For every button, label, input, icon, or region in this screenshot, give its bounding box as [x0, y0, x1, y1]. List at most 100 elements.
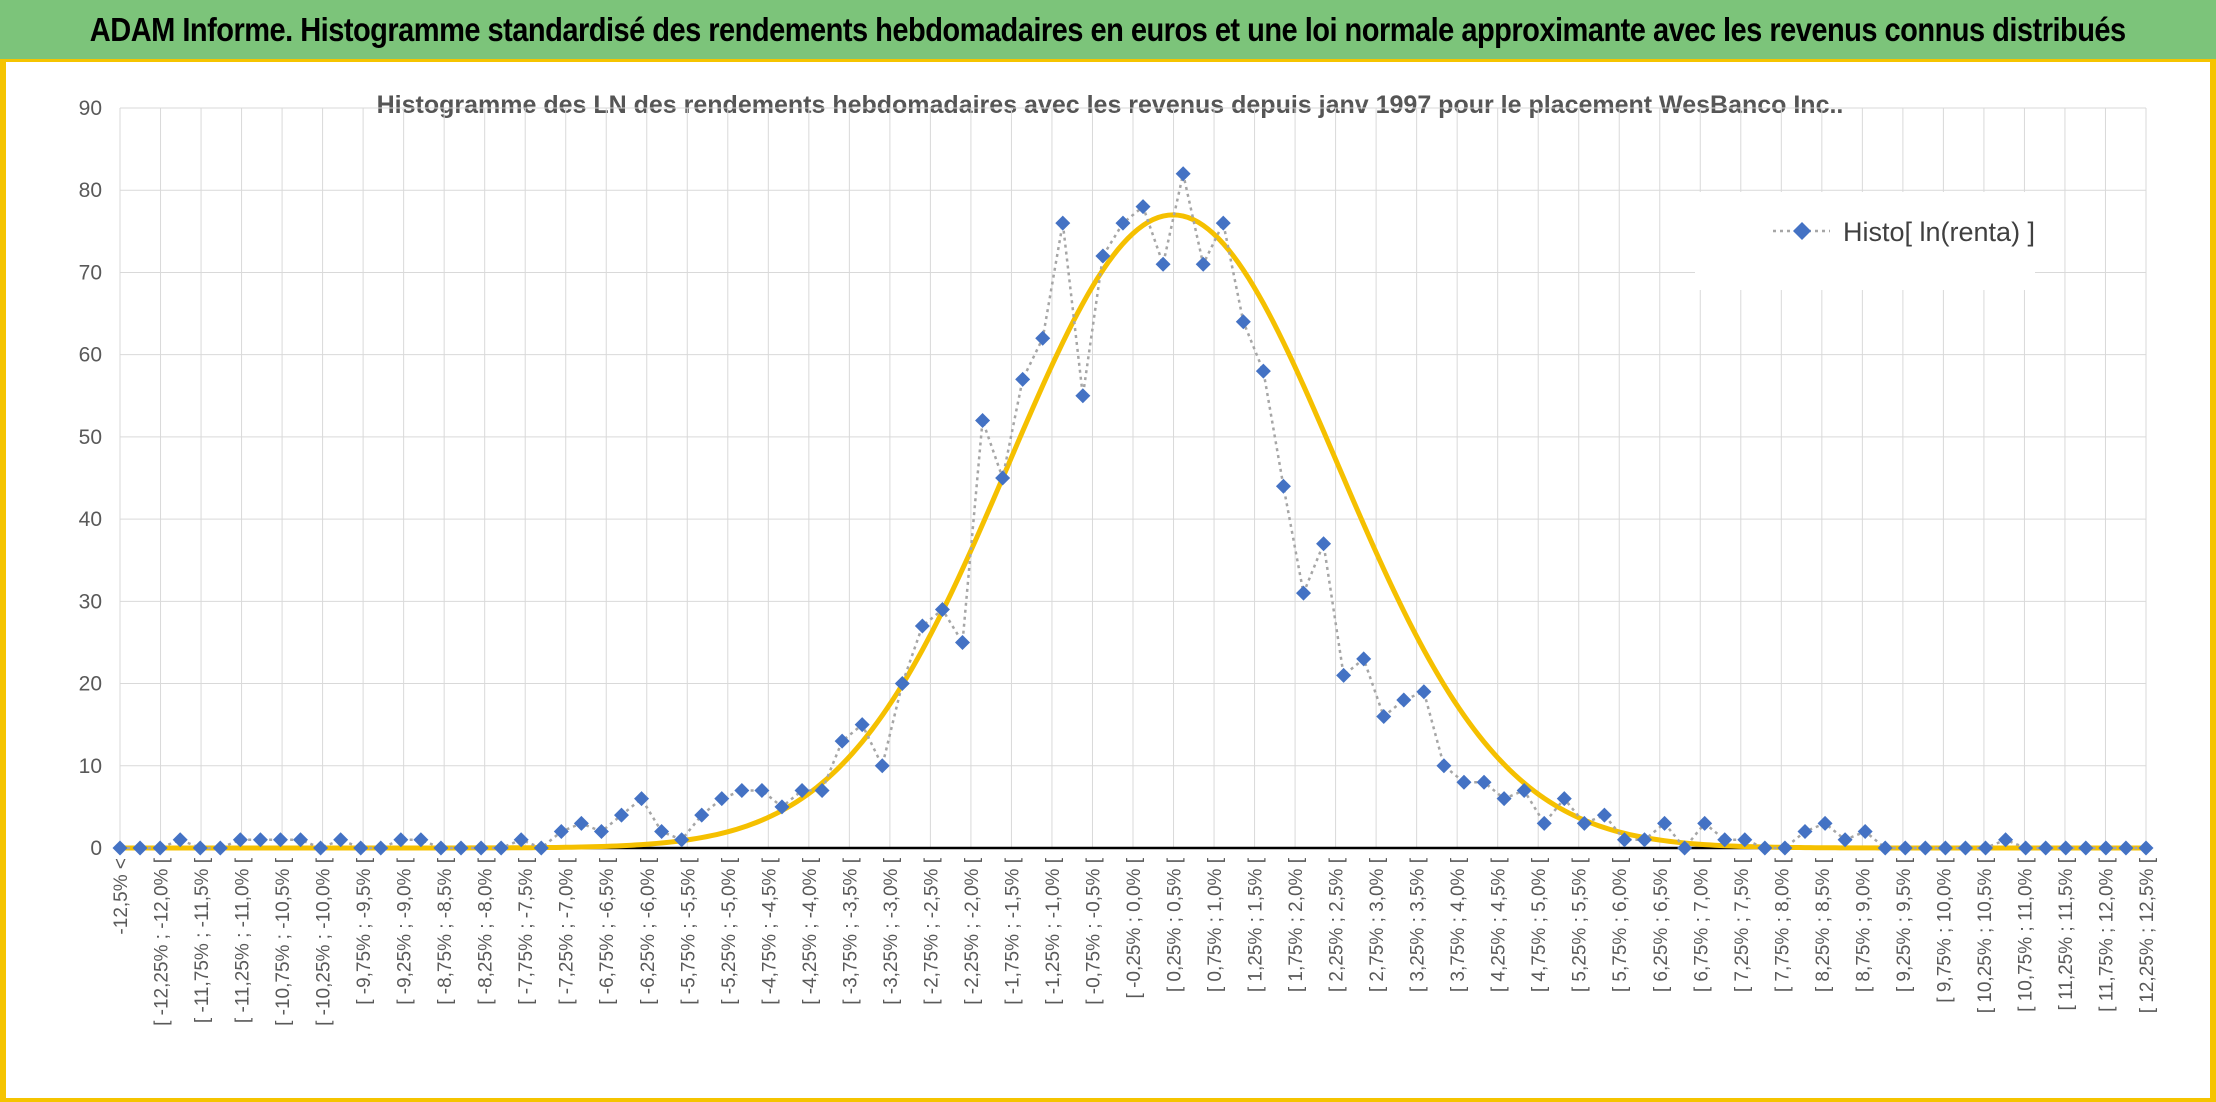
data-point-marker [172, 832, 188, 848]
data-point-marker [1596, 807, 1612, 823]
data-point-marker [1095, 248, 1111, 264]
data-point-marker [1115, 215, 1131, 231]
histogram-chart: Histogramme des LN des rendements hebdom… [79, 91, 2158, 1026]
legend-box [1695, 192, 2035, 290]
header-banner: ADAM Informe. Histogramme standardisé de… [0, 0, 2216, 62]
data-point-marker [1255, 363, 1271, 379]
data-point-marker [1336, 667, 1352, 683]
data-point-marker [513, 832, 529, 848]
data-point-marker [1215, 215, 1231, 231]
y-tick-label: 20 [79, 673, 102, 696]
data-point-marker [694, 807, 710, 823]
data-point-marker [1356, 651, 1372, 667]
data-point-marker [1075, 388, 1091, 404]
x-tick-label: [ -10,75% ; -10,5% [ [273, 857, 294, 1026]
x-tick-label: [ 0,25% ; 0,5% [ [1165, 857, 1186, 992]
y-tick-label: 0 [90, 837, 102, 860]
data-point-marker [1897, 840, 1913, 856]
x-tick-label: [ -6,25% ; -6,0% [ [638, 857, 659, 1005]
data-point-marker [634, 791, 650, 807]
x-tick-label: [ 10,75% ; 11,0% [ [2015, 857, 2036, 1012]
data-point-marker [1135, 199, 1151, 215]
y-tick-label: 90 [79, 97, 102, 120]
data-point-marker [1717, 832, 1733, 848]
data-point-marker [1235, 314, 1251, 330]
x-tick-label: [ 8,75% ; 9,0% [ [1853, 857, 1874, 992]
data-point-marker [954, 634, 970, 650]
histogram-markers [112, 166, 2154, 856]
data-point-marker [1797, 824, 1813, 840]
data-point-marker [1616, 832, 1632, 848]
x-tick-label: [ -11,75% ; -11,5% [ [192, 857, 213, 1023]
data-point-marker [874, 758, 890, 774]
data-point-marker [232, 832, 248, 848]
data-point-marker [2098, 840, 2114, 856]
data-point-marker [1055, 215, 1071, 231]
x-tick-label: -12,5% < [111, 858, 132, 935]
data-point-marker [573, 815, 589, 831]
data-point-marker [1637, 832, 1653, 848]
x-tick-label: [ -11,25% ; -11,0% [ [233, 857, 254, 1023]
x-tick-label: [ 3,75% ; 4,0% [ [1448, 857, 1469, 992]
x-tick-label: [ -4,75% ; -4,5% [ [759, 857, 780, 1005]
data-point-marker [1777, 840, 1793, 856]
data-point-marker [934, 602, 950, 618]
data-point-marker [1817, 815, 1833, 831]
x-tick-label: [ -2,75% ; -2,5% [ [921, 857, 942, 1005]
page-title: ADAM Informe. Histogramme standardisé de… [90, 10, 2126, 48]
x-tick-label: [ 3,25% ; 3,5% [ [1408, 857, 1429, 992]
data-point-marker [433, 840, 449, 856]
data-point-marker [914, 618, 930, 634]
legend: Histo[ ln(renta) ] [1695, 192, 2035, 290]
data-point-marker [373, 840, 389, 856]
data-point-marker [674, 832, 690, 848]
data-point-marker [894, 676, 910, 692]
legend-label: Histo[ ln(renta) ] [1843, 217, 2035, 247]
data-point-marker [1556, 791, 1572, 807]
data-point-marker [1275, 478, 1291, 494]
data-point-marker [1516, 782, 1532, 798]
data-point-marker [2058, 840, 2074, 856]
data-point-marker [1837, 832, 1853, 848]
x-tick-label: [ -3,75% ; -3,5% [ [840, 857, 861, 1005]
x-tick-label: [ 9,75% ; 10,0% [ [1934, 857, 1955, 1002]
x-tick-label: [ 6,25% ; 6,5% [ [1651, 857, 1672, 992]
data-point-marker [1576, 815, 1592, 831]
x-tick-label: [ -5,75% ; -5,5% [ [678, 857, 699, 1005]
data-point-marker [1737, 832, 1753, 848]
y-tick-label: 10 [79, 755, 102, 778]
x-tick-label: [ -8,25% ; -8,0% [ [476, 857, 497, 1005]
data-point-marker [1877, 840, 1893, 856]
data-point-marker [1296, 585, 1312, 601]
data-point-marker [1757, 840, 1773, 856]
x-tick-label: [ 8,25% ; 8,5% [ [1813, 857, 1834, 992]
data-point-marker [834, 733, 850, 749]
x-tick-label: [ -8,75% ; -8,5% [ [435, 857, 456, 1005]
data-point-marker [1857, 824, 1873, 840]
data-point-marker [754, 782, 770, 798]
data-point-marker [2018, 840, 2034, 856]
data-point-marker [593, 824, 609, 840]
data-point-marker [313, 840, 329, 856]
data-point-marker [1376, 708, 1392, 724]
data-point-marker [192, 840, 208, 856]
data-point-marker [152, 840, 168, 856]
data-point-marker [1657, 815, 1673, 831]
data-point-marker [272, 832, 288, 848]
x-tick-label: [ 4,25% ; 4,5% [ [1489, 857, 1510, 992]
x-tick-label: [ 4,75% ; 5,0% [ [1529, 857, 1550, 992]
data-point-marker [2118, 840, 2134, 856]
x-tick-label: [ 2,25% ; 2,5% [ [1327, 857, 1348, 992]
data-point-marker [1396, 692, 1412, 708]
data-point-marker [1536, 815, 1552, 831]
data-point-marker [212, 840, 228, 856]
data-point-marker [132, 840, 148, 856]
x-tick-label: [ 7,25% ; 7,5% [ [1732, 857, 1753, 992]
y-tick-label: 50 [79, 426, 102, 449]
data-point-marker [293, 832, 309, 848]
x-tick-label: [ -6,75% ; -6,5% [ [597, 857, 618, 1005]
x-tick-label: [ -7,25% ; -7,0% [ [557, 857, 578, 1005]
data-point-marker [774, 799, 790, 815]
legend-diamond-marker [1793, 222, 1811, 240]
data-point-marker [613, 807, 629, 823]
